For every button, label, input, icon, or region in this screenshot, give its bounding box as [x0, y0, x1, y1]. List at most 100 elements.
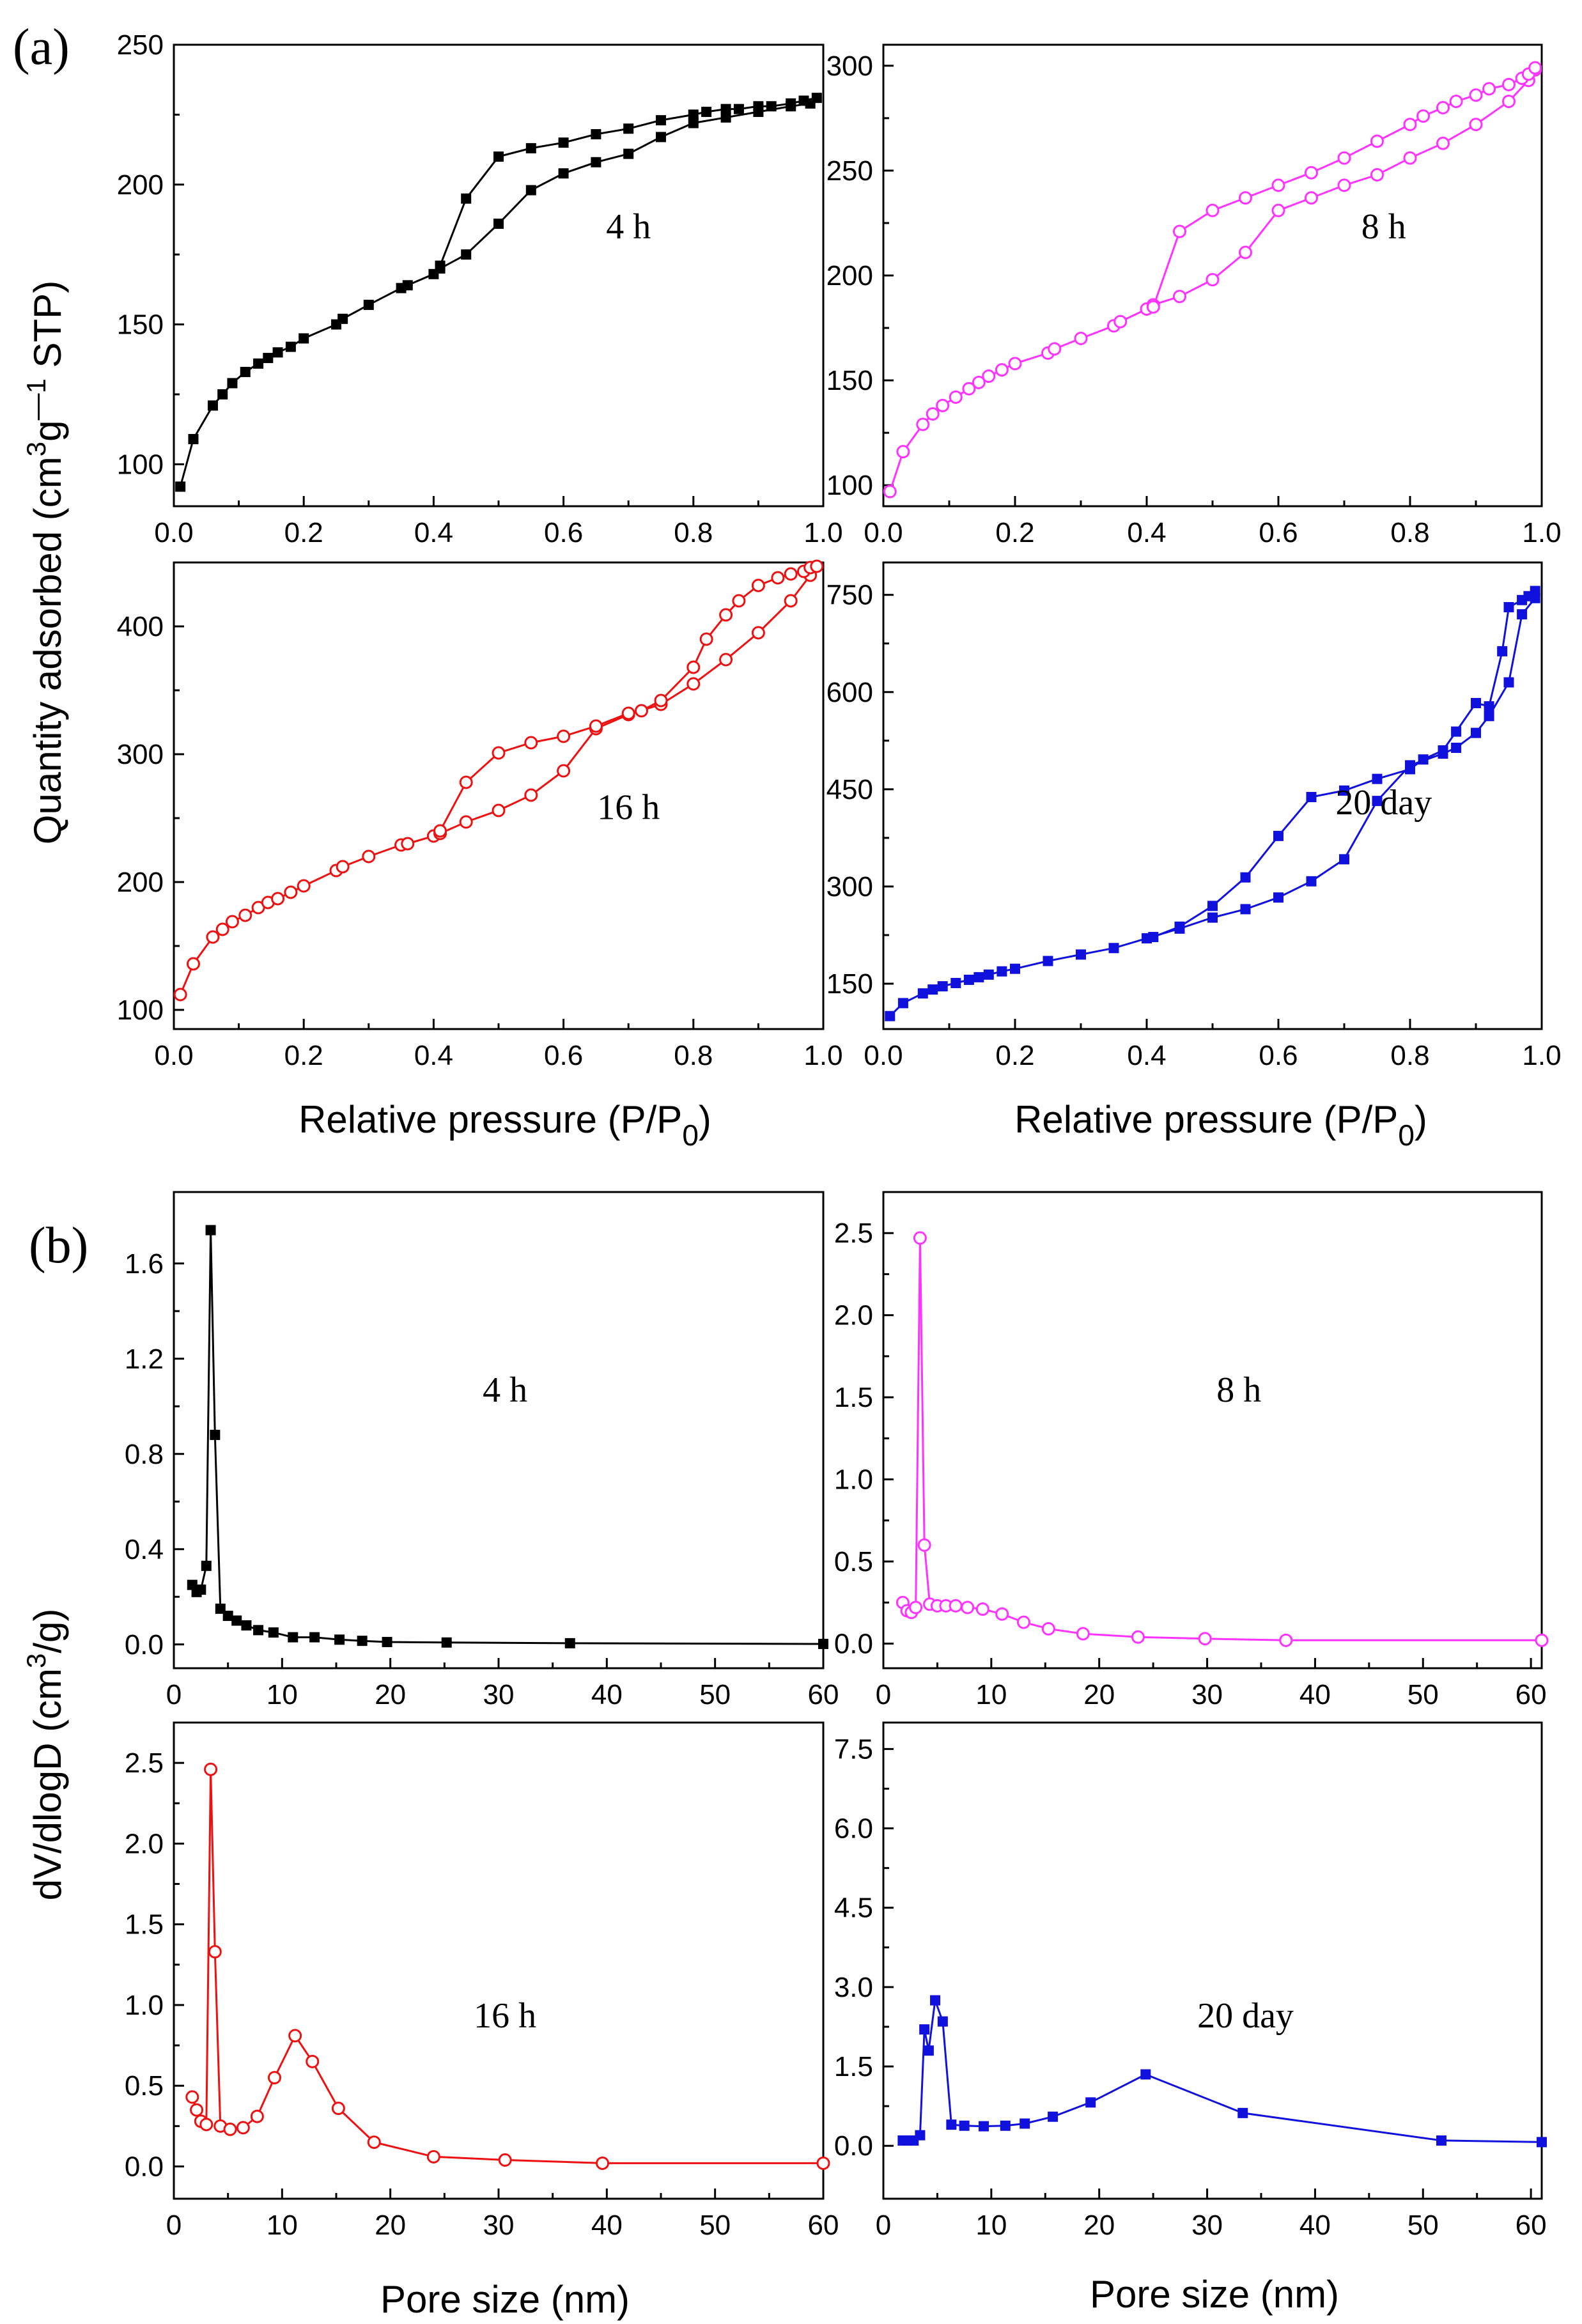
data-point-b4-0-14 [1085, 2097, 1096, 2108]
data-point-a4-0-0 [885, 1011, 896, 1021]
x-tick-label-b2-6: 60 [1516, 1679, 1547, 1710]
data-point-b3-0-1 [190, 2103, 204, 2117]
data-point-a2-0-3 [926, 407, 940, 421]
data-point-a2-0-22 [1305, 191, 1318, 205]
x-tick-label-a4-2: 0.4 [1127, 1040, 1166, 1071]
data-point-b1-0-13 [309, 1632, 320, 1643]
data-point-a4-0-20 [1339, 854, 1349, 865]
x-tick-label-b3-2: 20 [375, 2210, 406, 2241]
data-point-b2-0-17 [1198, 1632, 1212, 1646]
data-point-a2-0-27 [1469, 118, 1483, 132]
data-point-a4-0-3 [927, 984, 938, 995]
x-tick-label-b4-5: 50 [1408, 2210, 1439, 2241]
data-point-a1-1-2 [493, 151, 504, 162]
x-tick-label-b2-3: 30 [1191, 1679, 1223, 1710]
data-point-b4-0-7 [937, 2016, 948, 2027]
x-axis-title-a-right-prefix: Relative pressure (P/P [1014, 1098, 1398, 1141]
y-tick-label-a3-3: 400 [117, 611, 164, 642]
x-axis-title-b-right: Pore size (nm) [1090, 2273, 1339, 2316]
data-point-a1-1-7 [656, 115, 666, 126]
data-point-a1-0-19 [493, 219, 504, 229]
y-tick-label-b3-5: 2.5 [125, 1747, 164, 1779]
y-tick-label-b4-5: 7.5 [834, 1733, 873, 1765]
y-tick-label-a4-0: 150 [826, 968, 873, 1000]
series-line-b2-0 [902, 1237, 1542, 1641]
data-point-a2-1-1 [1173, 224, 1186, 238]
data-point-a2-0-28 [1502, 95, 1516, 109]
data-point-b4-0-6 [930, 1995, 941, 2006]
data-point-b2-0-4 [913, 1231, 927, 1245]
x-tick-label-a4-1: 0.2 [995, 1040, 1034, 1071]
x-axis-title-a-left-suffix: ) [699, 1098, 711, 1141]
sample-annotation-b4: 20 day [1197, 1996, 1294, 2036]
x-tick-label-b3-3: 30 [483, 2210, 515, 2241]
y-tick-label-b4-4: 6.0 [834, 1813, 873, 1845]
data-point-a4-1-12 [1471, 698, 1481, 709]
data-point-a3-1-4 [557, 729, 571, 743]
data-point-b2-0-15 [1076, 1627, 1090, 1641]
x-tick-label-b4-1: 10 [975, 2210, 1007, 2241]
chart-b1: 0 10 20 30 40 50 60 0.0 0.4 0.8 1.2 1.6 4 h [125, 1191, 839, 1710]
data-point-b3-0-12 [306, 2054, 320, 2068]
y-tick-label-b2-1: 0.5 [834, 1546, 873, 1577]
data-point-a2-1-3 [1239, 191, 1252, 205]
x-tick-label-b4-0: 0 [876, 2210, 891, 2241]
data-point-b4-0-9 [959, 2120, 970, 2131]
sample-annotation-b3: 16 h [474, 1996, 536, 2036]
data-point-a3-0-15 [401, 837, 415, 851]
data-point-a4-1-14 [1497, 646, 1508, 656]
data-point-a4-0-26 [1484, 711, 1494, 722]
x-tick-label-a1-5: 1.0 [803, 517, 842, 548]
x-tick-label-b2-2: 20 [1083, 1679, 1115, 1710]
x-tick-label-a2-4: 0.8 [1390, 517, 1429, 548]
data-point-a1-1-3 [525, 143, 536, 153]
y-axis-title-b-sup: 3 [21, 1654, 51, 1668]
data-point-a1-0-8 [272, 347, 283, 358]
data-point-a3-0-1 [186, 957, 200, 971]
y-tick-label-a2-2: 200 [826, 260, 873, 291]
data-point-a1-0-24 [656, 132, 666, 143]
data-point-a4-1-5 [1306, 792, 1317, 803]
data-point-a1-1-16 [811, 93, 822, 104]
x-tick-label-b3-6: 60 [808, 2210, 839, 2241]
data-point-a4-1-4 [1273, 830, 1283, 841]
data-point-b2-0-12 [995, 1607, 1009, 1621]
data-point-a4-0-8 [983, 969, 994, 980]
chart-a2: 0.0 0.2 0.4 0.6 0.8 1.0 100 150 200 250 300 8 h [826, 43, 1562, 548]
data-point-a4-1-11 [1451, 726, 1462, 737]
data-point-a4-0-9 [997, 966, 1007, 977]
y-axis-title-b-prefix: dV/dlogD (cm [26, 1668, 69, 1900]
x-tick-label-a2-0: 0.0 [864, 517, 903, 548]
data-point-a3-1-11 [719, 608, 733, 622]
data-point-a2-1-4 [1271, 178, 1285, 192]
data-point-a4-0-6 [963, 974, 974, 985]
data-point-a2-1-8 [1403, 118, 1417, 132]
data-point-b3-0-0 [185, 2090, 199, 2104]
y-tick-label-a4-4: 750 [826, 580, 873, 611]
data-point-a2-0-13 [1074, 331, 1088, 345]
x-axis-title-a-right-suffix: ) [1415, 1098, 1427, 1141]
data-point-a4-0-24 [1451, 742, 1462, 753]
data-point-a3-1-6 [621, 706, 635, 720]
y-tick-label-a3-1: 200 [117, 867, 164, 898]
x-tick-label-a2-5: 1.0 [1522, 517, 1561, 548]
y-tick-label-a1-1: 150 [117, 309, 164, 341]
data-point-a3-0-25 [686, 677, 701, 691]
x-tick-label-a2-3: 0.6 [1259, 517, 1298, 548]
data-point-a3-1-3 [524, 736, 538, 750]
data-point-a3-0-10 [297, 879, 311, 893]
data-point-b1-0-8 [231, 1615, 242, 1626]
data-point-a4-0-25 [1471, 727, 1481, 738]
data-point-a3-1-15 [784, 567, 798, 581]
data-point-a2-0-25 [1403, 151, 1417, 165]
y-axis-title-a: Quantity adsorbed (cm3g—1 STP) [21, 281, 69, 844]
data-point-b4-0-13 [1048, 2111, 1059, 2122]
y-axis-title-b-suffix: /g) [26, 1609, 69, 1654]
data-point-a4-1-9 [1418, 754, 1429, 765]
data-point-a2-0-2 [916, 417, 930, 431]
x-tick-label-a4-3: 0.6 [1259, 1040, 1298, 1071]
x-tick-label-b2-0: 0 [876, 1679, 891, 1710]
data-point-a4-1-0 [1148, 932, 1159, 943]
data-point-a2-1-9 [1416, 109, 1431, 123]
